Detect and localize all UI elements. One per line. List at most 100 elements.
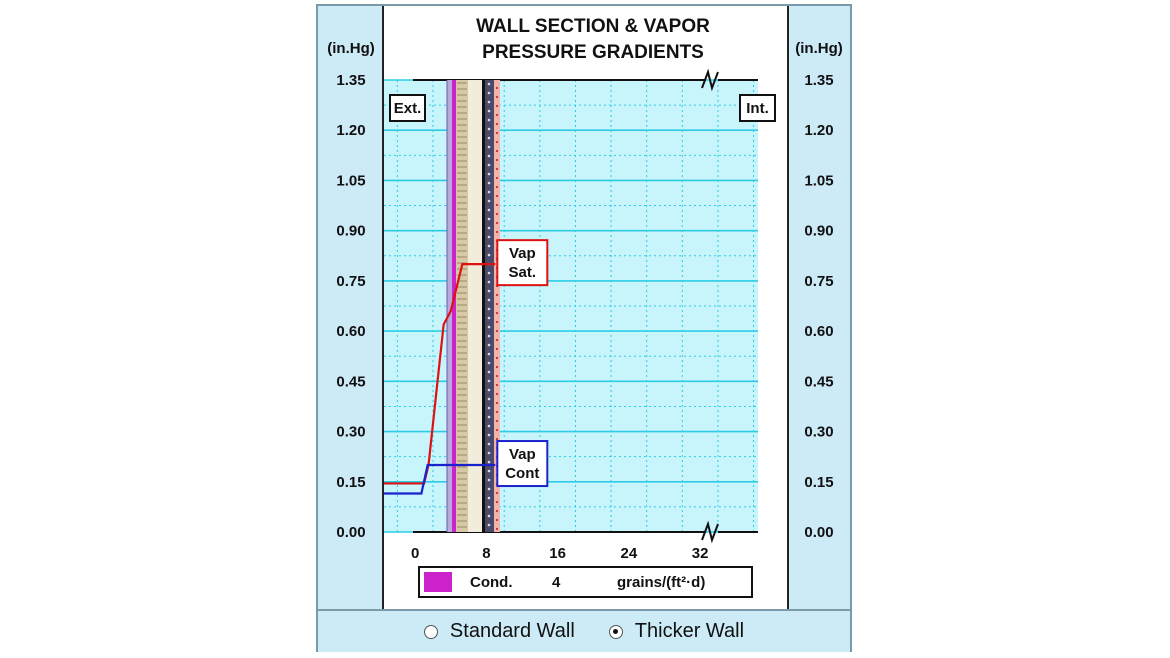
masonry-speck bbox=[487, 469, 491, 473]
masonry-speck bbox=[487, 325, 491, 329]
masonry-speck bbox=[487, 388, 491, 392]
exterior-label-box bbox=[389, 94, 426, 122]
y-unit-left: (in.Hg) bbox=[327, 40, 374, 57]
callout-label: Sat. bbox=[509, 264, 537, 281]
finish-speck bbox=[495, 419, 499, 423]
y-tick-label-right: 1.20 bbox=[804, 122, 833, 139]
masonry-speck bbox=[487, 343, 491, 347]
finish-speck bbox=[495, 365, 499, 369]
finish-speck bbox=[495, 203, 499, 207]
masonry-speck bbox=[487, 307, 491, 311]
masonry-speck bbox=[487, 424, 491, 428]
callout-label: Cont bbox=[505, 465, 539, 482]
wall-layer bbox=[494, 80, 500, 532]
finish-speck bbox=[495, 194, 499, 198]
callout-label: Vap bbox=[509, 245, 536, 262]
y-tick-label-left: 0.30 bbox=[336, 424, 365, 441]
masonry-speck bbox=[487, 217, 491, 221]
finish-speck bbox=[495, 329, 499, 333]
masonry-speck bbox=[487, 316, 491, 320]
y-tick-label-right: 0.15 bbox=[804, 474, 833, 491]
y-tick-label-left: 1.05 bbox=[336, 172, 365, 189]
standard-wall-radio[interactable]: Standard Wall bbox=[423, 620, 575, 643]
finish-speck bbox=[495, 293, 499, 297]
finish-speck bbox=[495, 122, 499, 126]
condensation-value: 4 bbox=[552, 574, 561, 591]
masonry-speck bbox=[487, 433, 491, 437]
masonry-speck bbox=[487, 172, 491, 176]
masonry-speck bbox=[487, 370, 491, 374]
callout-label: Vap bbox=[509, 446, 536, 463]
masonry-speck bbox=[487, 523, 491, 527]
finish-speck bbox=[495, 500, 499, 504]
wall-layer bbox=[482, 80, 485, 532]
masonry-speck bbox=[487, 181, 491, 185]
standard-wall-label: Standard Wall bbox=[449, 620, 575, 642]
vap-sat-callout-box bbox=[496, 239, 549, 287]
finish-speck bbox=[495, 320, 499, 324]
masonry-speck bbox=[487, 280, 491, 284]
masonry-speck bbox=[487, 397, 491, 401]
standard-wall-radio-circle[interactable] bbox=[423, 624, 438, 639]
y-tick-label-right: 0.75 bbox=[804, 273, 833, 290]
x-tick-label: 32 bbox=[692, 545, 709, 562]
y-tick-label-left: 0.60 bbox=[336, 323, 365, 340]
y-tick-label-right: 0.45 bbox=[804, 373, 833, 390]
finish-speck bbox=[495, 374, 499, 378]
y-tick-label-right: 0.90 bbox=[804, 223, 833, 240]
condensation-swatch bbox=[424, 572, 452, 592]
masonry-speck bbox=[487, 487, 491, 491]
masonry-speck bbox=[487, 451, 491, 455]
y-tick-label-left: 0.90 bbox=[336, 223, 365, 240]
x-tick-label: 0 bbox=[411, 545, 419, 562]
vap-cont-callout-box bbox=[496, 440, 549, 488]
wall-option-bar: Standard Wall Thicker Wall bbox=[318, 609, 850, 652]
wall-layer bbox=[452, 80, 456, 532]
finish-speck bbox=[495, 302, 499, 306]
finish-speck bbox=[495, 176, 499, 180]
masonry-speck bbox=[487, 334, 491, 338]
masonry-speck bbox=[487, 145, 491, 149]
axis-break-mark bbox=[701, 68, 719, 92]
y-tick-label-left: 0.45 bbox=[336, 373, 365, 390]
masonry-speck bbox=[487, 82, 491, 86]
masonry-speck bbox=[487, 460, 491, 464]
finish-speck bbox=[495, 95, 499, 99]
thicker-wall-radio[interactable]: Thicker Wall bbox=[608, 620, 744, 643]
masonry-speck bbox=[487, 154, 491, 158]
masonry-speck bbox=[487, 442, 491, 446]
wall-layer bbox=[485, 80, 494, 532]
masonry-speck bbox=[487, 136, 491, 140]
wall-layer bbox=[447, 80, 452, 532]
masonry-speck bbox=[487, 109, 491, 113]
masonry-speck bbox=[487, 226, 491, 230]
axis-break-mark bbox=[701, 520, 719, 544]
thicker-wall-radio-circle[interactable] bbox=[608, 624, 623, 639]
chart-title-line: WALL SECTION & VAPOR bbox=[476, 16, 710, 37]
y-tick-label-right: 0.30 bbox=[804, 424, 833, 441]
finish-speck bbox=[495, 221, 499, 225]
masonry-speck bbox=[487, 253, 491, 257]
y-tick-label-right: 1.05 bbox=[804, 172, 833, 189]
condensation-label: Cond. bbox=[470, 574, 513, 591]
finish-speck bbox=[495, 149, 499, 153]
wall-layer bbox=[468, 80, 482, 532]
masonry-speck bbox=[487, 235, 491, 239]
finish-speck bbox=[495, 338, 499, 342]
masonry-speck bbox=[487, 298, 491, 302]
masonry-speck bbox=[487, 163, 491, 167]
y-unit-right: (in.Hg) bbox=[795, 40, 842, 57]
chart-title-line: PRESSURE GRADIENTS bbox=[482, 42, 704, 63]
masonry-speck bbox=[487, 91, 491, 95]
y-tick-label-right: 0.60 bbox=[804, 323, 833, 340]
finish-speck bbox=[495, 383, 499, 387]
finish-speck bbox=[495, 428, 499, 432]
finish-speck bbox=[495, 347, 499, 351]
x-tick-label: 24 bbox=[621, 545, 638, 562]
masonry-speck bbox=[487, 379, 491, 383]
y-tick-label-right: 0.00 bbox=[804, 524, 833, 541]
masonry-speck bbox=[487, 190, 491, 194]
x-tick-label: 16 bbox=[549, 545, 566, 562]
condensation-unit: grains/(ft²·d) bbox=[617, 574, 705, 591]
